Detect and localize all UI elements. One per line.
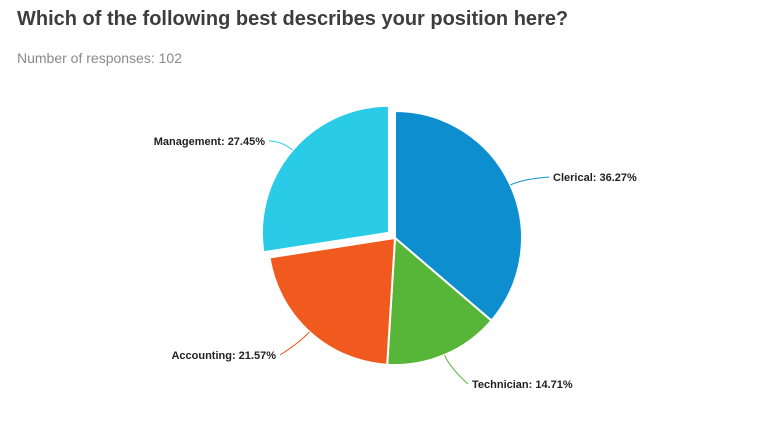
- pie-slice-clerical[interactable]: [394, 109, 523, 323]
- slice-label-accounting: Accounting: 21.57%: [171, 350, 276, 362]
- connector-management: [268, 140, 293, 151]
- pie-slice-technician[interactable]: [386, 235, 493, 366]
- response-count: Number of responses: 102: [17, 50, 182, 66]
- slice-label-clerical: Clerical: 36.27%: [553, 172, 637, 184]
- connector-technician: [444, 354, 469, 385]
- slice-label-management: Management: 27.45%: [154, 136, 265, 148]
- pie-labels: Clerical: 36.27% Technician: 14.71% Accoun…: [154, 136, 637, 391]
- slice-label-technician: Technician: 14.71%: [472, 379, 573, 391]
- pie-slice-accounting[interactable]: [268, 236, 397, 366]
- connector-accounting: [279, 331, 310, 356]
- pie-slice-management[interactable]: [260, 104, 390, 254]
- pie-slices: [260, 104, 523, 366]
- connector-clerical: [510, 176, 550, 186]
- chart-title: Which of the following best describes yo…: [17, 8, 569, 30]
